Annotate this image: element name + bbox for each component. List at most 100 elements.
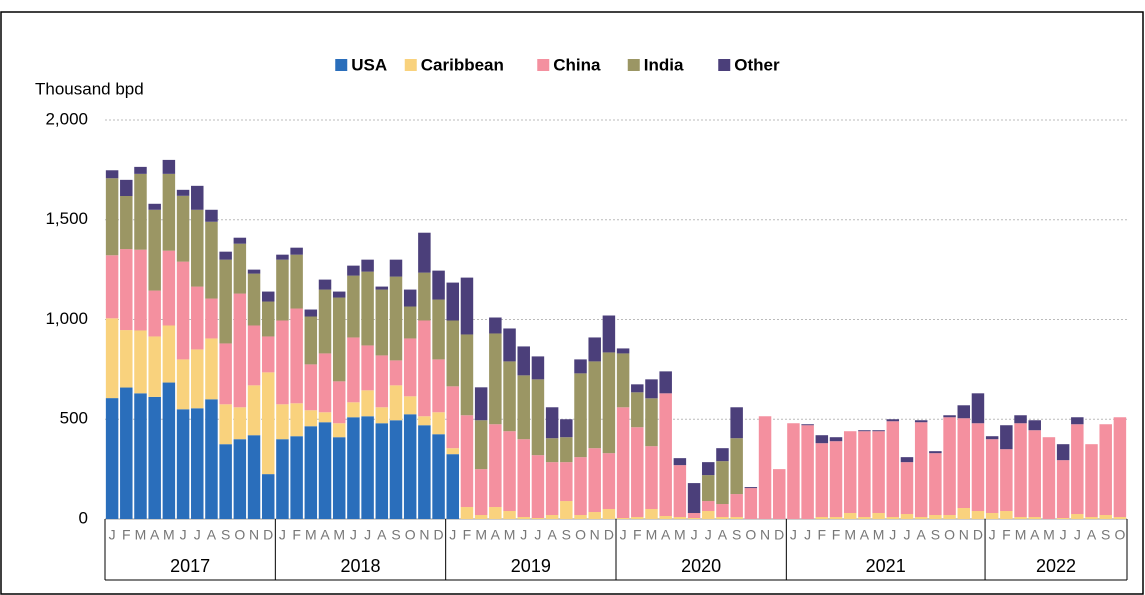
bar-segment [389, 420, 403, 519]
bar-segment [446, 320, 460, 387]
bar-segment [432, 359, 445, 413]
x-tick-label: O [944, 527, 955, 543]
x-tick-label: A [718, 527, 728, 543]
bar-segment [886, 421, 900, 518]
bar-segment [318, 289, 332, 354]
bar-segment [616, 518, 630, 519]
x-tick-label: O [1114, 527, 1125, 543]
bar-segment [432, 270, 445, 300]
bar-segment [971, 423, 985, 512]
bar-segment [375, 407, 389, 424]
bar-segment [304, 309, 318, 317]
bar-segment [489, 333, 502, 425]
x-tick-label: N [959, 527, 969, 543]
bar-segment [162, 173, 176, 251]
bar-segment [389, 385, 403, 421]
x-tick-label: A [661, 527, 671, 543]
bar-segment [574, 515, 587, 519]
bar-segment [191, 349, 204, 409]
x-tick-label: M [1043, 527, 1055, 543]
bar-segment [176, 189, 190, 196]
bar-segment [105, 398, 119, 519]
bar-segment [503, 431, 516, 512]
bar-segment [503, 511, 516, 519]
bar-segment [332, 437, 346, 519]
bar-segment [1085, 517, 1098, 519]
bar-segment [929, 515, 942, 519]
bar-segment [1000, 511, 1013, 519]
bar-segment [489, 317, 502, 334]
bar-segment [503, 328, 516, 362]
bar-segment [120, 249, 133, 331]
x-tick-label: A [1030, 527, 1040, 543]
bar-segment [985, 513, 999, 519]
bar-segment [347, 417, 360, 519]
bar-segment [332, 381, 346, 424]
bar-segment [716, 461, 729, 505]
bar-segment [191, 185, 204, 210]
x-tick-label: O [405, 527, 416, 543]
bar-segment [120, 196, 133, 250]
bar-segment [247, 435, 261, 519]
bar-segment [631, 384, 644, 393]
bar-segment [432, 434, 445, 519]
bar-segment [205, 338, 218, 400]
bar-segment [489, 424, 502, 508]
x-tick-label: N [249, 527, 259, 543]
x-tick-label: A [1087, 527, 1097, 543]
x-tick-label: F [633, 527, 642, 543]
bar-segment [1014, 423, 1027, 518]
bar-segment [276, 404, 289, 440]
bar-segment [389, 259, 403, 277]
bar-segment [1113, 517, 1127, 519]
bar-segment [914, 422, 928, 518]
bar-segment [276, 254, 289, 260]
x-tick-label: J [534, 527, 541, 543]
x-tick-label: F [832, 527, 841, 543]
bar-segment [1099, 515, 1112, 519]
bar-segment [247, 273, 261, 326]
bar-segment [702, 462, 715, 476]
bar-segment [474, 515, 488, 519]
legend-swatch [718, 59, 731, 71]
x-tick-label: M [844, 527, 856, 543]
bar-segment [446, 386, 460, 449]
bar-segment [645, 509, 658, 519]
bar-segment [1056, 460, 1070, 519]
bar-segment [943, 515, 956, 519]
y-tick-label: 2,000 [45, 109, 88, 128]
bar-segment [219, 251, 232, 260]
bar-segment [162, 325, 176, 383]
bar-segment [361, 390, 374, 417]
bar-segment [148, 336, 161, 397]
bar-segment [716, 517, 729, 519]
x-tick-label: D [263, 527, 273, 543]
bar-segment [219, 259, 232, 344]
bar-segment [261, 291, 275, 302]
bar-segment [645, 379, 658, 399]
x-tick-label: F [463, 527, 472, 543]
bar-segment [815, 435, 829, 444]
bar-segment [148, 209, 161, 291]
bar-segment [120, 330, 133, 388]
bar-segment [134, 173, 147, 250]
bar-segment [304, 426, 318, 519]
x-tick-label: J [1060, 527, 1067, 543]
bar-segment [730, 494, 743, 518]
bar-segment [148, 203, 161, 210]
bar-segment [219, 343, 232, 405]
bar-segment [673, 465, 687, 518]
bar-segment [517, 439, 530, 518]
bar-segment [347, 402, 360, 418]
bar-segment [418, 425, 431, 519]
bar-segment [517, 375, 530, 440]
x-tick-label: J [705, 527, 712, 543]
bar-segment [403, 396, 417, 415]
bar-segment [971, 393, 985, 424]
bar-segment [105, 318, 119, 399]
bar-segment [347, 275, 360, 338]
bar-segment [588, 448, 601, 513]
bar-segment [276, 439, 289, 519]
bar-segment [730, 407, 743, 439]
y-tick-label: 500 [60, 409, 88, 428]
